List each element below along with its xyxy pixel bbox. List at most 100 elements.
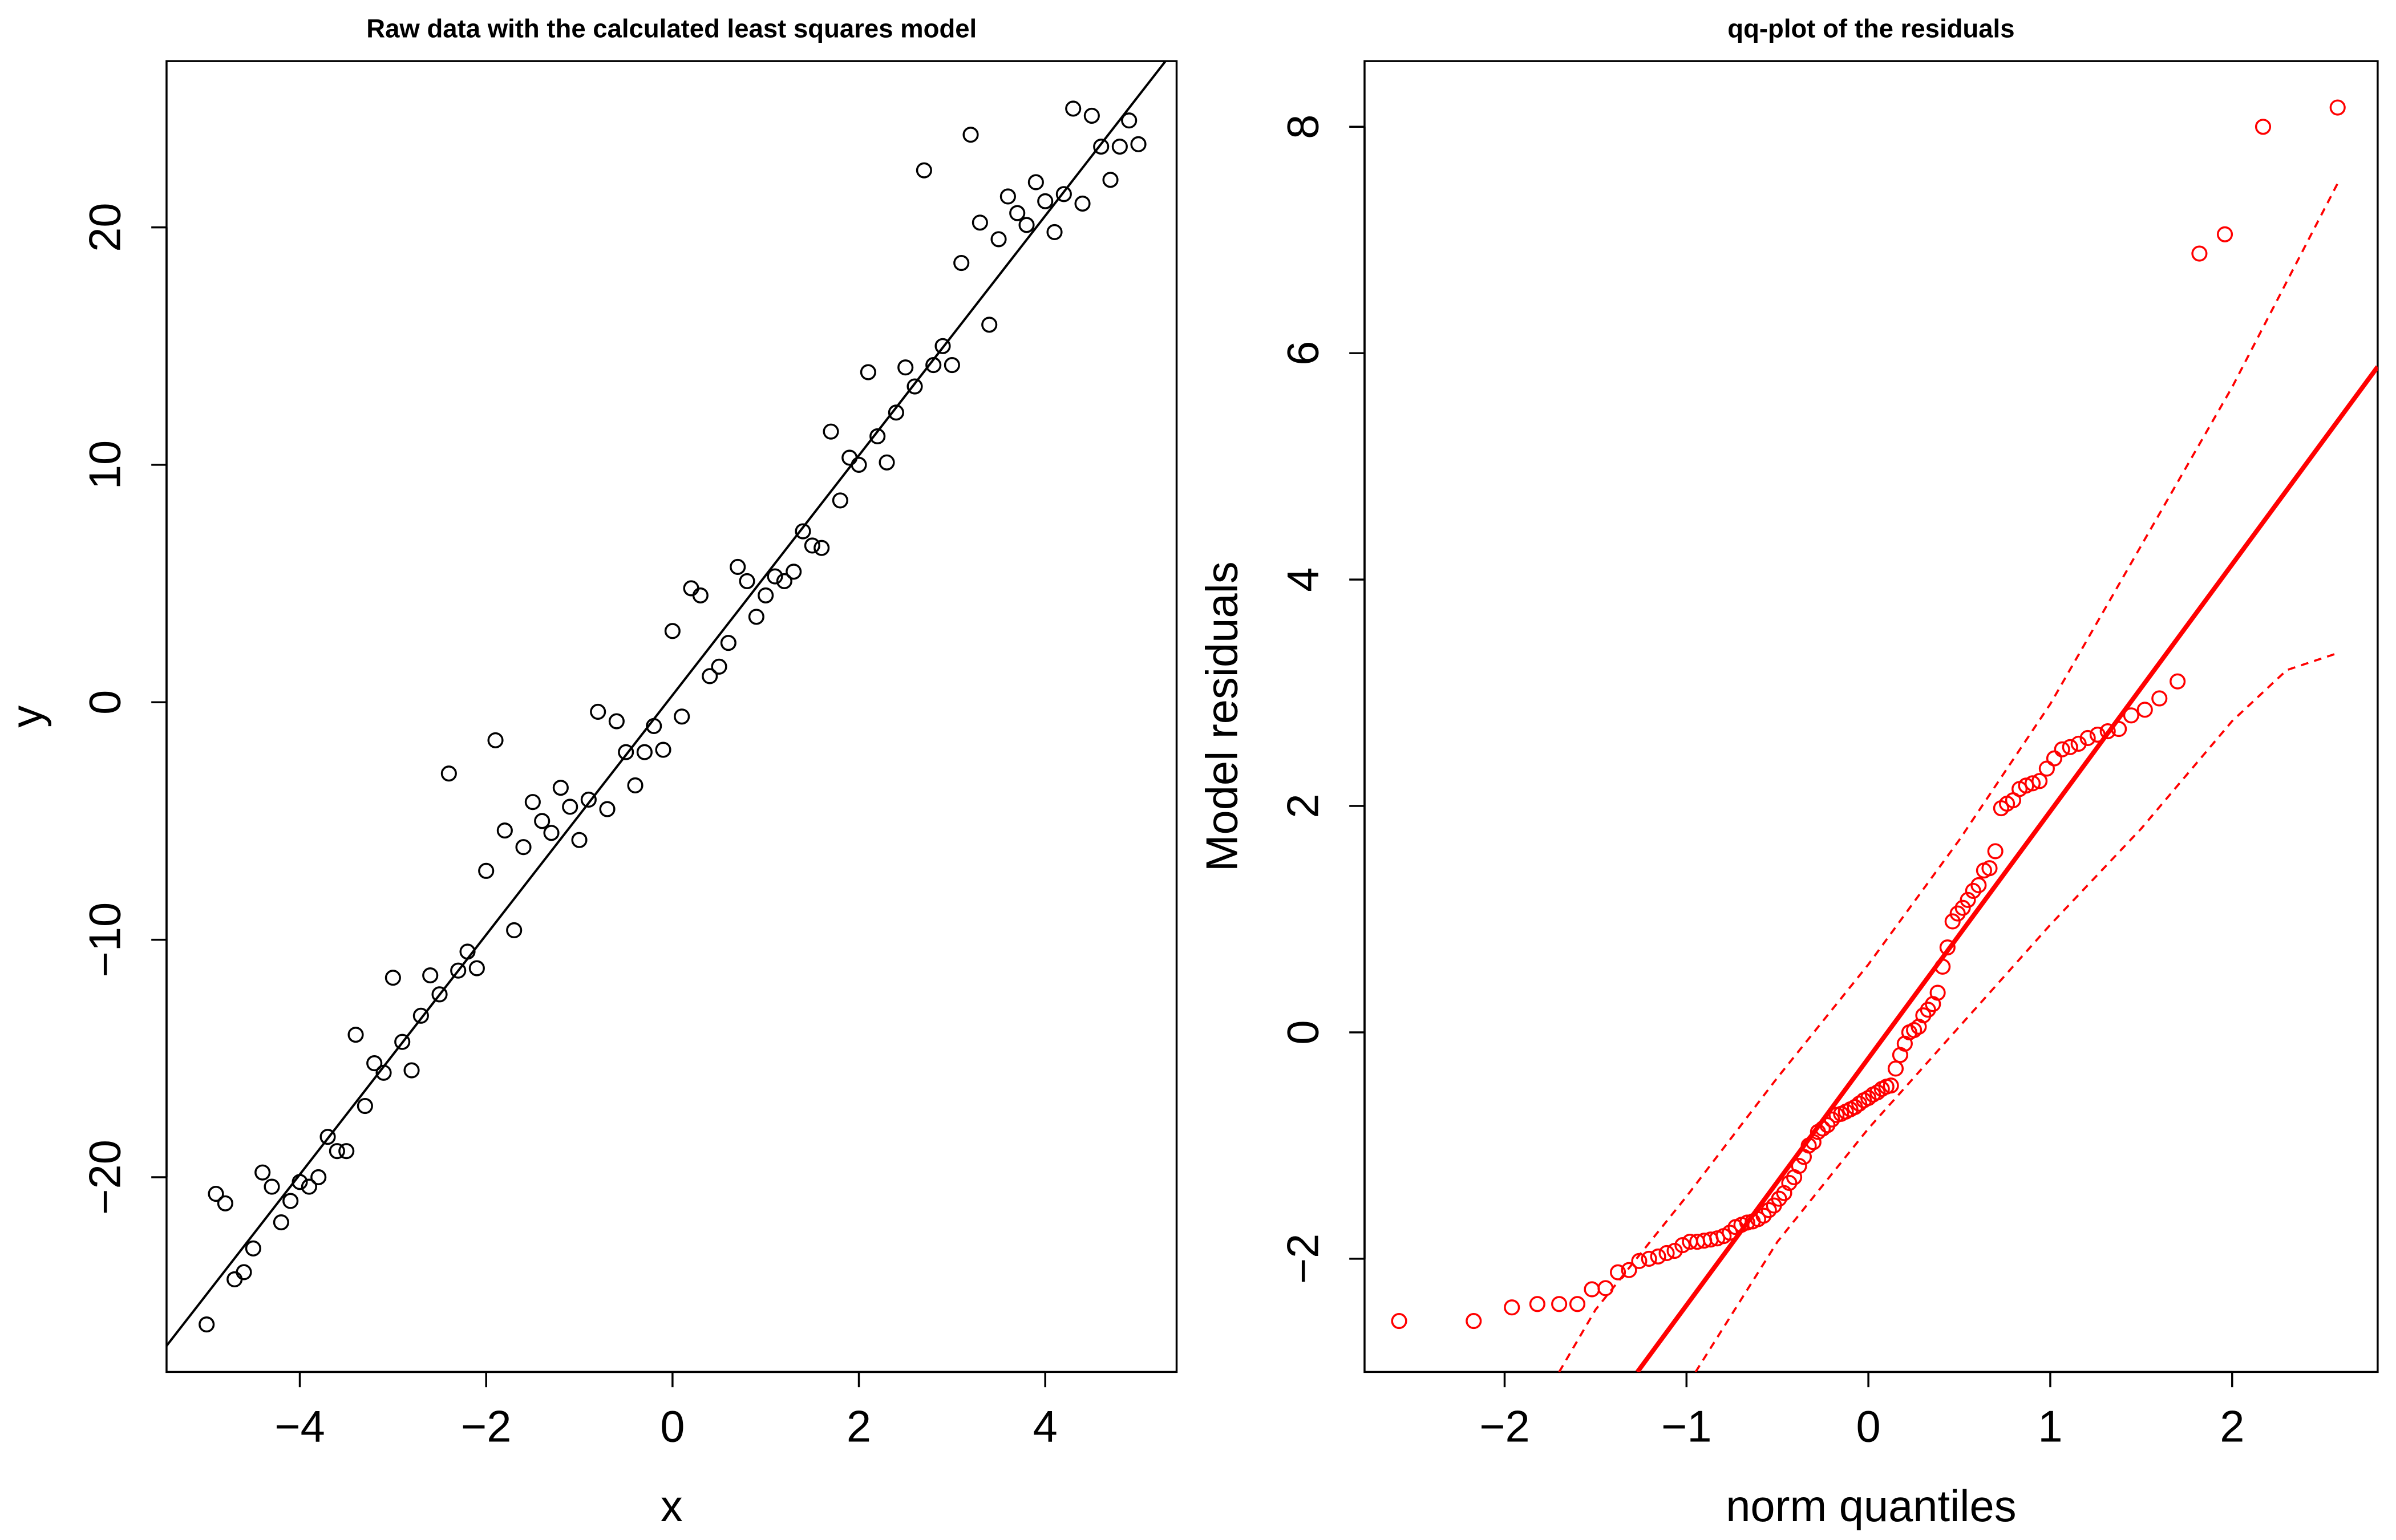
- data-point: [1815, 1120, 1831, 1137]
- data-point: [897, 359, 914, 376]
- data-point: [1869, 1084, 1886, 1101]
- data-point: [674, 708, 690, 725]
- data-point: [1018, 217, 1035, 233]
- data-point: [468, 960, 485, 976]
- data-point: [562, 799, 578, 815]
- data-point: [357, 1097, 373, 1115]
- data-point: [1037, 193, 1054, 209]
- data-point: [292, 1174, 308, 1190]
- reference-line: [1635, 365, 2378, 1372]
- data-point: [319, 1129, 336, 1145]
- data-point: [1883, 1077, 1899, 1094]
- data-point: [1722, 1225, 1738, 1241]
- data-point: [1466, 1312, 1482, 1330]
- panel: qq-plot of the residuals norm quantiles Mo…: [1198, 14, 2379, 1531]
- data-point: [1739, 1214, 1755, 1231]
- data-point: [1102, 172, 1119, 188]
- data-point: [767, 568, 783, 585]
- data-point: [2170, 673, 2186, 690]
- x-tick-label: 4: [1033, 1403, 1058, 1452]
- data-point: [618, 744, 634, 760]
- data-point: [1621, 1262, 1637, 1278]
- plot-area: [1558, 183, 2378, 1372]
- data-point: [2062, 739, 2078, 755]
- data-point: [1860, 1090, 1877, 1107]
- data-point: [627, 777, 643, 794]
- data-point: [1055, 186, 1072, 202]
- data-point: [1781, 1174, 1798, 1191]
- data-point: [2329, 99, 2346, 116]
- data-point: [236, 1264, 252, 1280]
- data-point: [2151, 690, 2168, 707]
- data-point: [431, 986, 448, 1003]
- data-point: [1504, 1299, 1520, 1316]
- data-point: [804, 537, 820, 554]
- data-point: [1887, 1060, 1904, 1077]
- data-point: [758, 587, 774, 603]
- data-point: [748, 609, 764, 625]
- data-point: [860, 364, 876, 380]
- y-axis-label: Model residuals: [1198, 561, 1247, 872]
- data-point: [412, 1007, 429, 1024]
- data-point: [888, 404, 904, 421]
- data-point: [2099, 723, 2116, 740]
- data-point: [944, 356, 960, 374]
- data-point: [1929, 984, 1946, 1001]
- data-point: [851, 456, 867, 473]
- chart-title: Raw data with the calculated least squar…: [366, 14, 977, 43]
- data-point: [1631, 1253, 1648, 1269]
- x-axis-label: norm quantiles: [1726, 1482, 2016, 1531]
- x-tick-label: −2: [1479, 1403, 1530, 1452]
- panel: Raw data with the calculated least squar…: [3, 14, 1178, 1531]
- data-point: [403, 1062, 420, 1079]
- x-tick-label: −1: [1661, 1403, 1712, 1452]
- y-tick-label: −20: [81, 1140, 130, 1215]
- data-point: [841, 449, 858, 466]
- data-point: [1093, 138, 1110, 155]
- data-point: [1949, 905, 1966, 922]
- data-point: [1569, 1296, 1586, 1312]
- data-point: [1771, 1190, 1787, 1207]
- data-point: [226, 1271, 243, 1288]
- plot-area: [166, 61, 1167, 1347]
- data-point: [786, 564, 802, 580]
- data-point: [199, 1316, 215, 1333]
- data-point: [301, 1178, 317, 1195]
- data-point: [2031, 773, 2048, 789]
- data-point: [1965, 882, 1981, 899]
- y-tick-label: −10: [81, 902, 130, 978]
- data-point: [1009, 205, 1026, 221]
- data-point: [934, 338, 951, 354]
- data-point: [264, 1178, 280, 1195]
- data-point: [1121, 112, 1138, 129]
- data-point: [2136, 702, 2153, 718]
- data-point: [2070, 735, 2087, 752]
- confidence-band-upper: [1558, 183, 2339, 1372]
- data-point: [1944, 913, 1961, 930]
- data-point: [720, 635, 736, 651]
- data-point: [702, 668, 718, 684]
- data-point: [646, 718, 662, 734]
- x-axis-label: x: [661, 1482, 683, 1531]
- data-point: [571, 832, 588, 848]
- data-point: [972, 214, 988, 231]
- data-point: [1529, 1296, 1545, 1312]
- data-point: [813, 540, 830, 556]
- data-point: [1755, 1207, 1772, 1224]
- data-point: [776, 573, 792, 589]
- data-point: [506, 922, 523, 939]
- data-point: [1954, 899, 1971, 916]
- y-axis-label: y: [3, 706, 52, 728]
- data-point: [1939, 939, 1956, 956]
- y-tick-label: 0: [1279, 1020, 1328, 1044]
- y-tick-label: 2: [1279, 793, 1328, 818]
- data-point: [273, 1214, 289, 1231]
- data-point: [2024, 775, 2041, 792]
- data-point: [254, 1164, 271, 1181]
- y-tick-label: 4: [1279, 568, 1328, 592]
- data-point: [1776, 1185, 1792, 1201]
- y-tick-label: 6: [1279, 341, 1328, 366]
- data-point: [636, 744, 653, 760]
- data-point: [2046, 750, 2063, 767]
